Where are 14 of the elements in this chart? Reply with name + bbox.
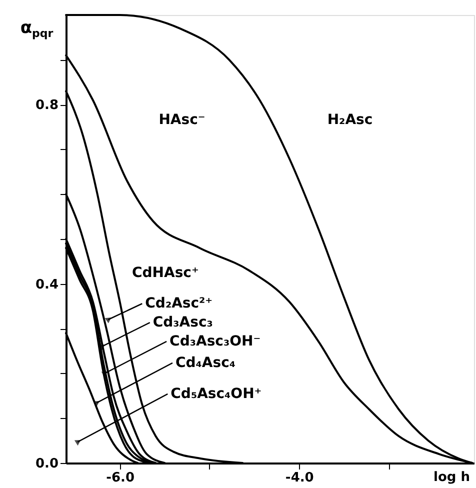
annotation: Cd₂Asc²⁺	[145, 296, 213, 312]
annotation: Cd₅Asc₄OH⁺	[170, 386, 262, 402]
y-tick-label: 0.4	[35, 277, 58, 292]
annotation: Cd₃Asc₃OH⁻	[170, 333, 261, 350]
annotation: Cd₄Asc₄	[175, 354, 236, 371]
annotation: HAsc⁻	[158, 112, 206, 128]
annotation: H₂Asc	[327, 112, 373, 128]
x-axis-title: log h	[434, 470, 470, 485]
y-tick-label: 0.8	[35, 98, 58, 114]
annotation: CdHAsc⁺	[132, 265, 199, 281]
y-tick-label: 0.0	[35, 456, 58, 472]
x-tick-label: -4.0	[285, 470, 314, 486]
x-tick-label: -6.0	[106, 470, 135, 486]
annotation: Cd₃Asc₃	[152, 314, 213, 331]
